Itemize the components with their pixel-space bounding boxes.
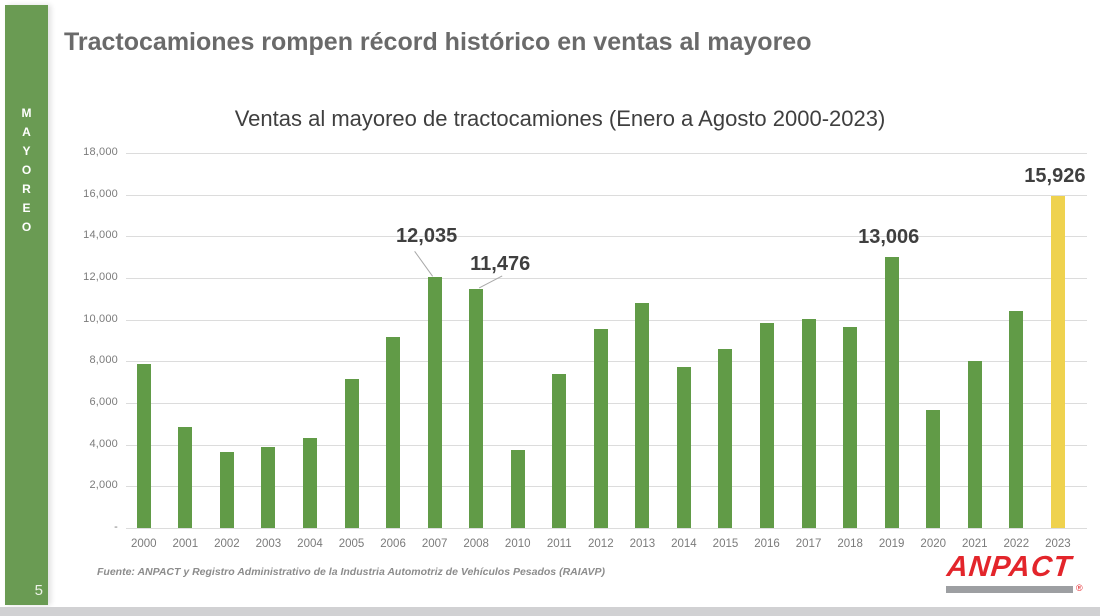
- x-tick-2020: 2020: [920, 538, 947, 550]
- x-tick-2002: 2002: [214, 538, 240, 550]
- chart-title: Ventas al mayoreo de tractocamiones (Ene…: [234, 106, 886, 131]
- sidebar-letter: E: [22, 201, 31, 215]
- bar-2008: [469, 288, 484, 528]
- bar-2023: [1050, 196, 1065, 528]
- x-tick-2006: 2006: [380, 538, 406, 550]
- bar-2006: [386, 337, 401, 528]
- x-tick-2016: 2016: [754, 538, 780, 550]
- annotation-2008: 11,476: [470, 252, 531, 275]
- bar-2019: [884, 257, 899, 528]
- x-tick-2014: 2014: [671, 538, 697, 550]
- page-number: 5: [34, 582, 43, 599]
- bar-2012: [593, 329, 608, 528]
- bar-2013: [635, 303, 650, 528]
- gridline-12000: [126, 278, 1087, 279]
- sidebar-letter: O: [21, 163, 32, 177]
- bar-2007: [427, 277, 442, 528]
- y-tick-12000: 12,000: [83, 271, 118, 283]
- annotation-2019: 13,006: [858, 226, 920, 249]
- x-tick-2013: 2013: [629, 538, 656, 550]
- x-tick-2008: 2008: [463, 538, 489, 550]
- y-tick-16000: 16,000: [83, 187, 118, 200]
- sidebar-letter: A: [22, 125, 31, 139]
- x-tick-2010: 2010: [504, 538, 531, 550]
- bar-2005: [344, 379, 359, 528]
- bar-2020: [926, 410, 941, 528]
- bar-2017: [801, 318, 816, 528]
- gridline-18000: [126, 153, 1087, 154]
- bar-2021: [967, 361, 982, 528]
- y-tick-2000: 2,000: [89, 479, 118, 492]
- x-tick-2001: 2001: [172, 538, 199, 550]
- x-tick-2000: 2000: [130, 538, 157, 550]
- bar-2004: [302, 438, 317, 528]
- registered-mark-icon: ®: [1076, 583, 1083, 593]
- sidebar-letter: M: [21, 106, 32, 120]
- bar-2000: [136, 364, 151, 528]
- page-title: Tractocamiones rompen récord histórico e…: [64, 28, 812, 56]
- x-tick-2017: 2017: [795, 538, 822, 550]
- y-tick-8000: 8,000: [89, 354, 118, 367]
- x-tick-2019: 2019: [878, 538, 905, 550]
- x-tick-2021: 2021: [961, 538, 988, 550]
- gridline-14000: [126, 236, 1087, 238]
- bottom-strip: [0, 607, 1100, 616]
- gridline-16000: [126, 194, 1087, 196]
- source-note: Fuente: ANPACT y Registro Administrativo…: [97, 566, 605, 578]
- x-tick-2022: 2022: [1003, 538, 1030, 550]
- x-tick-2012: 2012: [588, 538, 614, 550]
- bar-2016: [760, 322, 775, 528]
- bar-2003: [261, 446, 276, 528]
- x-tick-2003: 2003: [255, 538, 282, 550]
- y-tick-14000: 14,000: [83, 229, 118, 242]
- bar-2001: [178, 426, 193, 528]
- x-tick-2018: 2018: [837, 538, 863, 550]
- anpact-logo-underline: [946, 586, 1073, 593]
- annotation-2023: 15,926: [1024, 165, 1086, 188]
- y-tick-4000: 4,000: [89, 437, 118, 450]
- bar-2022: [1009, 311, 1024, 528]
- gridline-10000: [126, 319, 1087, 321]
- y-tick-18000: 18,000: [83, 146, 118, 158]
- y-tick-0: -: [114, 521, 118, 533]
- sidebar-letter: Y: [22, 144, 31, 158]
- x-tick-2015: 2015: [712, 538, 739, 550]
- annotation-2007: 12,035: [396, 225, 458, 248]
- x-tick-2023: 2023: [1045, 538, 1071, 550]
- x-tick-2007: 2007: [421, 538, 448, 550]
- x-tick-2005: 2005: [338, 538, 365, 550]
- x-tick-2004: 2004: [297, 538, 323, 550]
- bar-2002: [219, 451, 234, 528]
- anpact-logo-text: ANPACT: [945, 551, 1074, 583]
- y-tick-10000: 10,000: [83, 312, 118, 325]
- bar-2018: [843, 326, 858, 528]
- sidebar-letter: O: [21, 220, 32, 234]
- y-tick-6000: 6,000: [89, 396, 118, 408]
- leader-line: [414, 250, 434, 277]
- bar-2015: [718, 348, 733, 528]
- gridline-0: [126, 528, 1087, 529]
- sidebar-letter: R: [22, 182, 31, 196]
- bar-2011: [552, 373, 567, 528]
- x-tick-2011: 2011: [546, 538, 572, 550]
- bar-2014: [676, 366, 691, 528]
- bar-2010: [510, 449, 525, 528]
